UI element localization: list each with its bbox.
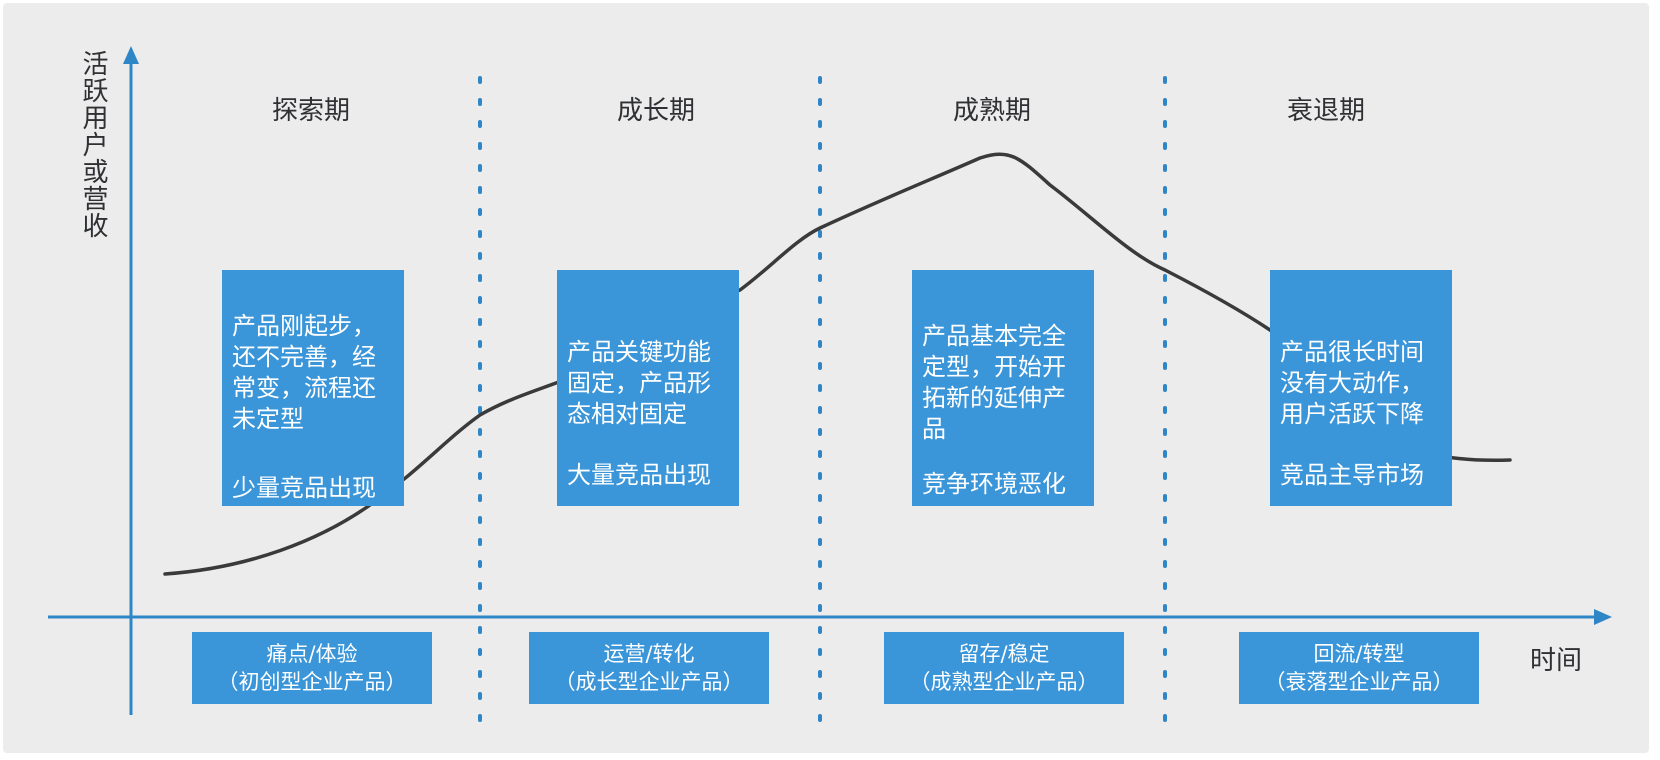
- x-axis-arrow: [1594, 609, 1612, 625]
- tag-company-type: （成长型企业产品）: [554, 670, 744, 694]
- phase-tag-exploration: 痛点/体验 （初创型企业产品）: [192, 632, 432, 704]
- phase-card-growth: 产品关键功能 固定，产品形 态相对固定 大量竞品出现: [557, 270, 739, 506]
- phase-title-exploration: 探索期: [271, 96, 350, 126]
- phase-description: 产品关键功能 固定，产品形 态相对固定: [567, 338, 711, 428]
- phase-competition: 竞争环境恶化: [922, 470, 1066, 498]
- phase-title-growth: 成长期: [616, 96, 695, 126]
- phase-card-maturity: 产品基本完全 定型，开始开 拓新的延伸产 品 竞争环境恶化: [912, 270, 1094, 506]
- tag-focus: 运营/转化: [603, 642, 695, 666]
- phase-competition: 少量竞品出现: [232, 474, 376, 502]
- phase-tag-maturity: 留存/稳定 （成熟型企业产品）: [884, 632, 1124, 704]
- phase-tag-growth: 运营/转化 （成长型企业产品）: [529, 632, 769, 704]
- tag-company-type: （衰落型企业产品）: [1264, 670, 1454, 694]
- phase-description: 产品基本完全 定型，开始开 拓新的延伸产 品: [922, 322, 1066, 443]
- y-axis-arrow: [123, 46, 139, 64]
- tag-company-type: （初创型企业产品）: [217, 670, 407, 694]
- phase-title-maturity: 成熟期: [952, 96, 1031, 126]
- phase-competition: 大量竞品出现: [567, 461, 711, 489]
- phase-description: 产品很长时间 没有大动作， 用户活跃下降: [1280, 338, 1424, 428]
- tag-focus: 留存/稳定: [958, 642, 1050, 666]
- tag-focus: 痛点/体验: [266, 642, 358, 666]
- x-axis-label: 时间: [1530, 646, 1583, 676]
- phase-competition: 竞品主导市场: [1280, 461, 1424, 489]
- phase-card-decline: 产品很长时间 没有大动作， 用户活跃下降 竞品主导市场: [1270, 270, 1452, 506]
- phase-card-exploration: 产品刚起步， 还不完善，经 常变，流程还 未定型 少量竞品出现: [222, 270, 404, 506]
- tag-focus: 回流/转型: [1313, 642, 1405, 666]
- tag-company-type: （成熟型企业产品）: [909, 670, 1099, 694]
- phase-tag-decline: 回流/转型 （衰落型企业产品）: [1239, 632, 1479, 704]
- phase-title-decline: 衰退期: [1286, 96, 1365, 126]
- phase-description: 产品刚起步， 还不完善，经 常变，流程还 未定型: [232, 312, 376, 433]
- y-axis-label: 活跃用户或营收: [78, 50, 108, 239]
